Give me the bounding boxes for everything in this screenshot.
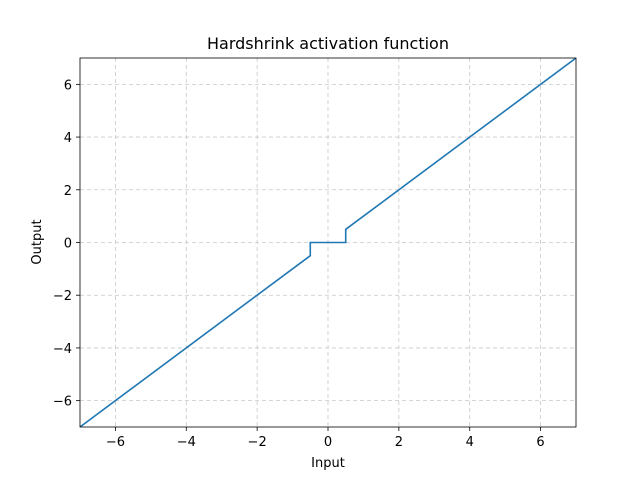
x-tick-label: 4 (466, 435, 474, 450)
plot-frame (79, 57, 577, 428)
x-tick-label: −2 (248, 435, 267, 450)
y-tick-label: 4 (64, 131, 72, 146)
y-axis-label: Output (30, 219, 45, 264)
x-tick-label: 2 (395, 435, 403, 450)
line (80, 58, 576, 427)
y-tick-label: 6 (64, 78, 72, 93)
x-tick-label: −4 (177, 435, 196, 450)
x-tick-label: 0 (324, 435, 332, 450)
x-axis-label: Input (311, 456, 345, 471)
y-tick-label: −2 (53, 289, 72, 304)
x-tick-label: −6 (106, 435, 125, 450)
y-tick-label: 0 (64, 237, 72, 252)
y-tick-label: −4 (53, 342, 72, 357)
y-tick-label: 2 (64, 184, 72, 199)
x-tick-label: 6 (536, 435, 544, 450)
y-tick-label: −6 (53, 395, 72, 410)
chart-title: Hardshrink activation function (207, 34, 449, 53)
